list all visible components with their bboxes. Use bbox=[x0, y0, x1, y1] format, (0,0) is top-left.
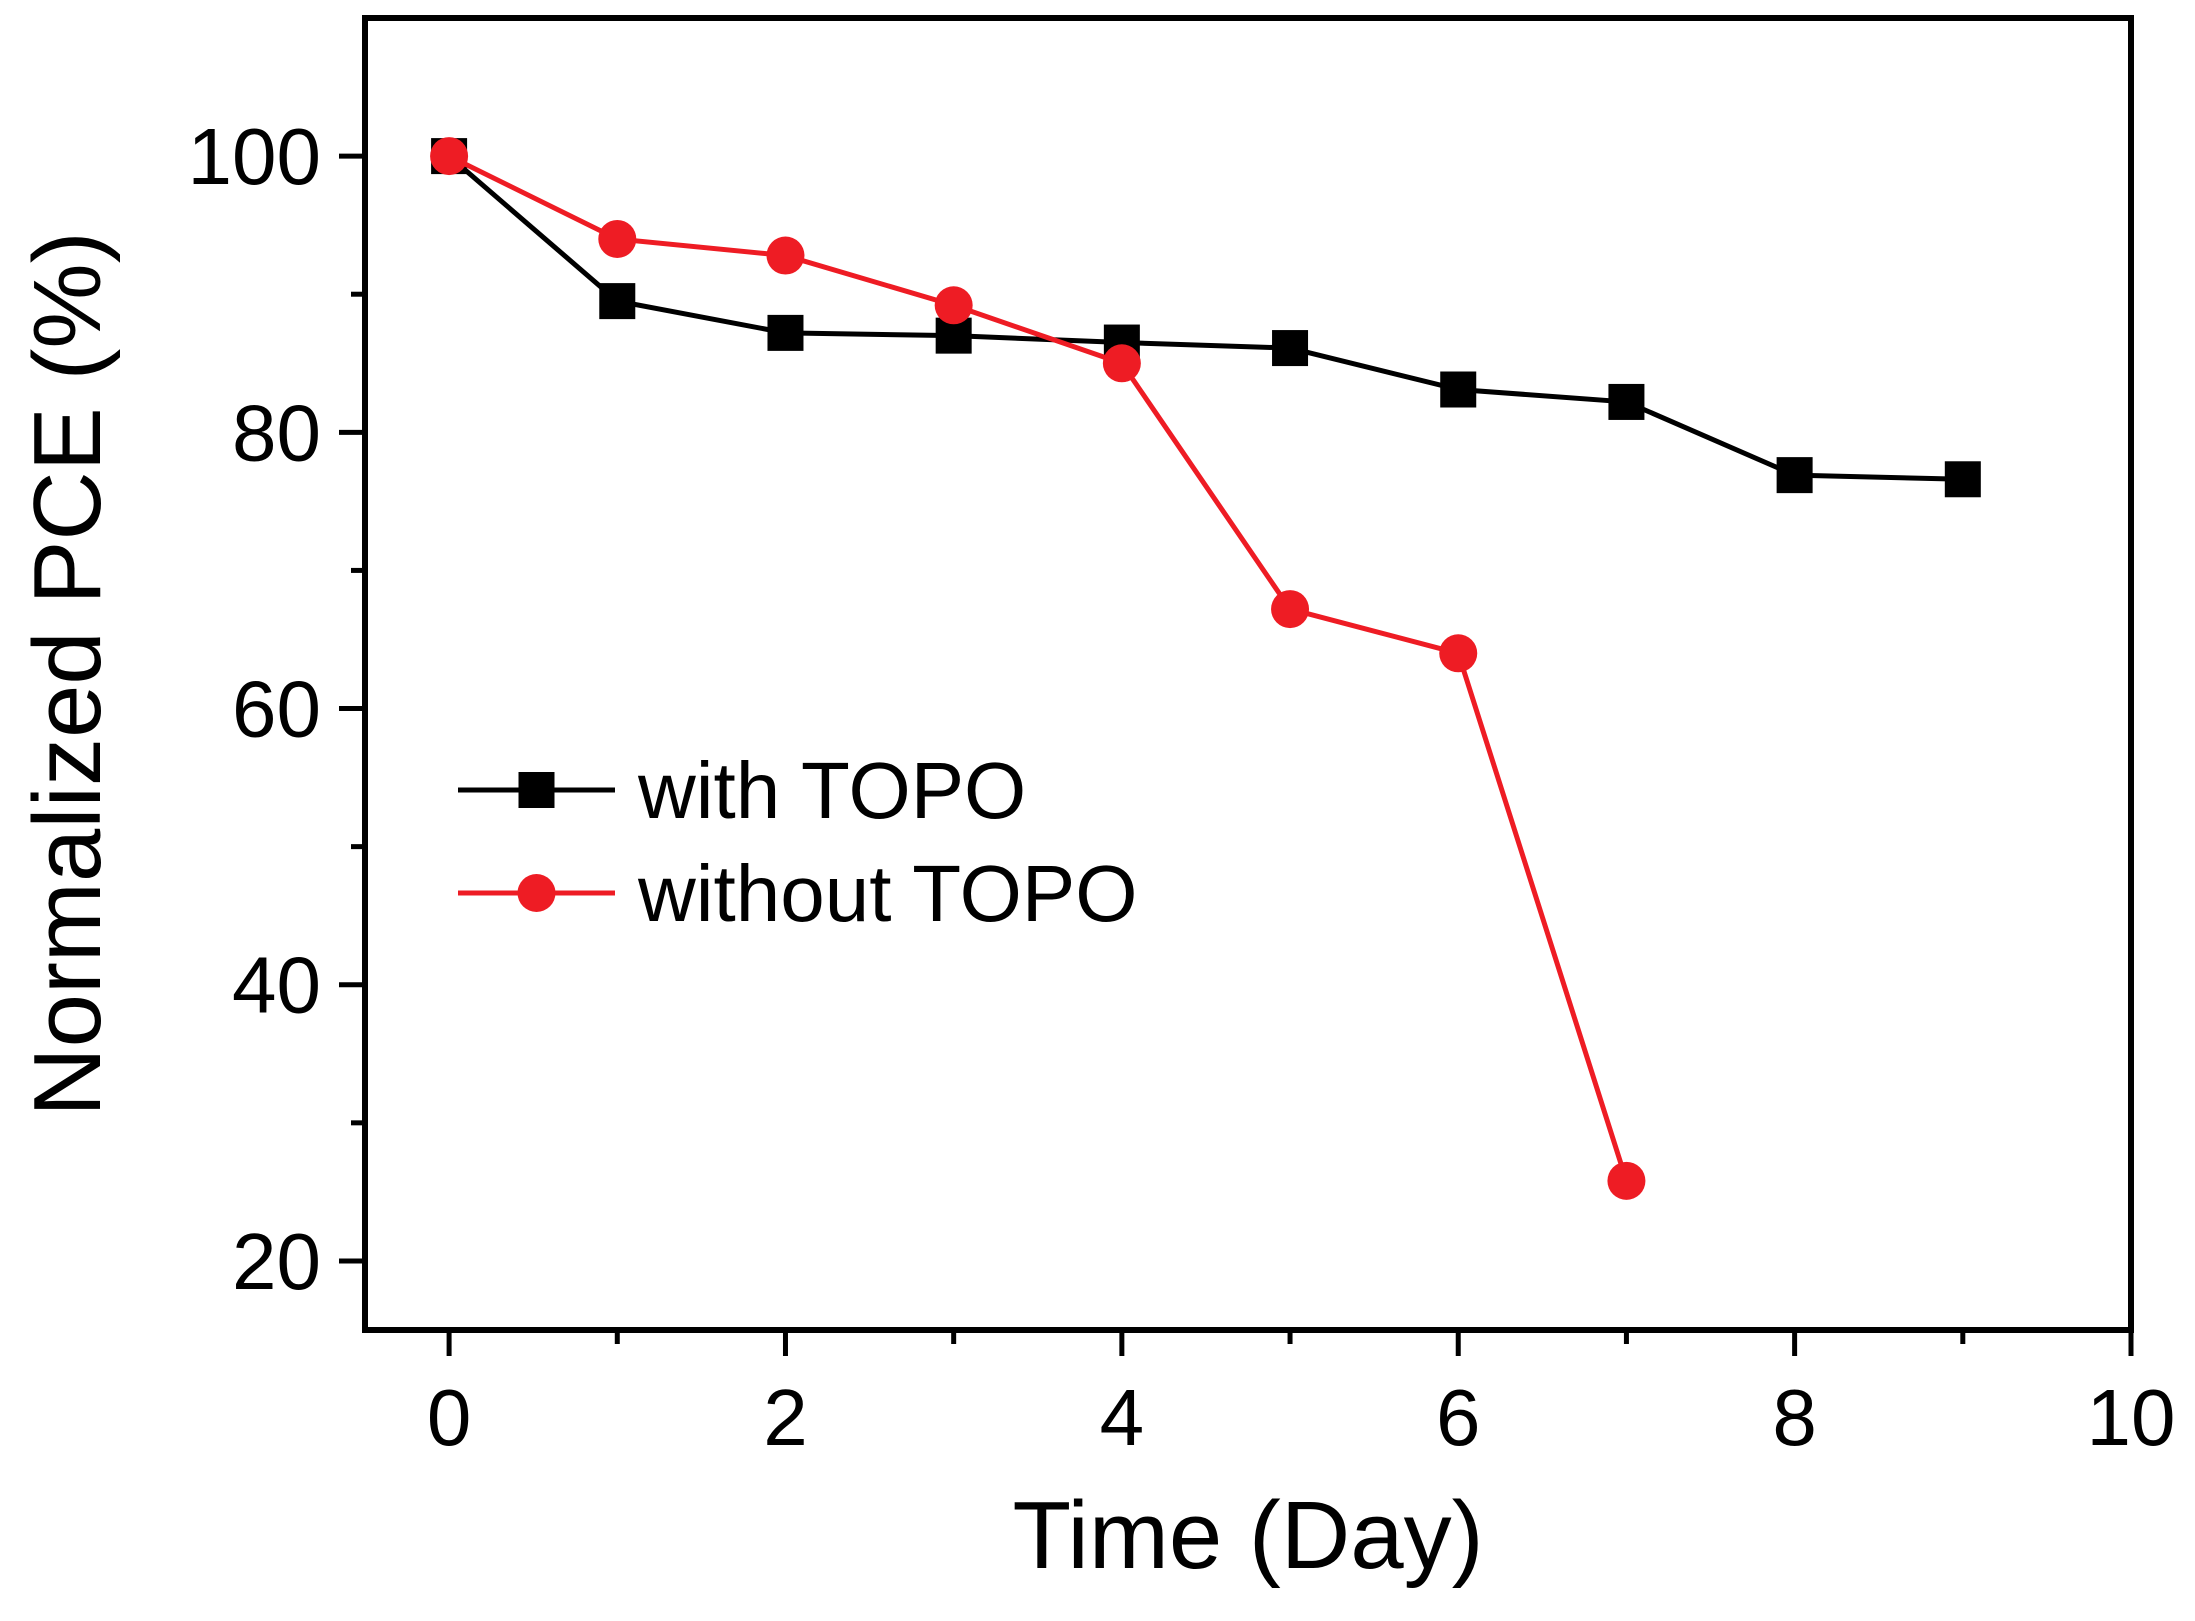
y-tick-label: 80 bbox=[232, 388, 321, 477]
data-point-with-topo bbox=[767, 314, 804, 351]
series-line-with-topo bbox=[447, 154, 1963, 482]
legend-label-with-topo: with TOPO bbox=[637, 746, 1026, 835]
ticks-layer: 0 2 4 6 8 10 20 40 60 80 100 bbox=[188, 112, 2176, 1462]
data-point-without-topo bbox=[1439, 634, 1478, 673]
x-tick-label: 10 bbox=[2087, 1373, 2176, 1462]
plot-frame bbox=[362, 15, 2134, 1333]
y-tick-label: 20 bbox=[232, 1217, 321, 1306]
x-tick-label: 2 bbox=[763, 1373, 808, 1462]
data-point-with-topo bbox=[1440, 371, 1477, 408]
data-point-with-topo bbox=[599, 283, 636, 320]
data-point-with-topo bbox=[1272, 330, 1309, 367]
data-point-without-topo bbox=[1607, 1161, 1646, 1200]
data-point-without-topo bbox=[766, 236, 805, 275]
x-tick-label: 6 bbox=[1436, 1373, 1481, 1462]
data-point-without-topo bbox=[1271, 590, 1310, 629]
series-without-topo bbox=[430, 137, 1646, 1200]
y-tick-label: 100 bbox=[188, 112, 321, 201]
legend-marker-without-topo bbox=[517, 874, 556, 912]
legend-label-without-topo: without TOPO bbox=[637, 849, 1138, 938]
data-point-with-topo bbox=[1608, 383, 1645, 420]
data-point-without-topo bbox=[430, 137, 469, 176]
series-layer bbox=[430, 137, 1981, 1200]
x-tick-label: 4 bbox=[1100, 1373, 1145, 1462]
data-point-with-topo bbox=[1776, 457, 1813, 494]
x-tick-label: 0 bbox=[427, 1373, 472, 1462]
x-tick-label: 8 bbox=[1772, 1373, 1817, 1462]
x-axis-title: Time (Day) bbox=[1012, 1482, 1483, 1589]
legend: with TOPO without TOPO bbox=[458, 746, 1138, 938]
data-point-without-topo bbox=[1102, 344, 1141, 383]
legend-marker-with-topo bbox=[518, 772, 555, 808]
data-point-without-topo bbox=[934, 286, 973, 325]
data-point-without-topo bbox=[598, 219, 637, 258]
series-with-topo bbox=[431, 138, 1981, 498]
series-line-without-topo bbox=[447, 153, 1629, 1182]
data-point-with-topo bbox=[1944, 461, 1981, 498]
y-tick-label: 40 bbox=[232, 941, 321, 1030]
y-axis-title: Normalized PCE (%) bbox=[14, 231, 121, 1117]
y-tick-label: 60 bbox=[232, 665, 321, 754]
